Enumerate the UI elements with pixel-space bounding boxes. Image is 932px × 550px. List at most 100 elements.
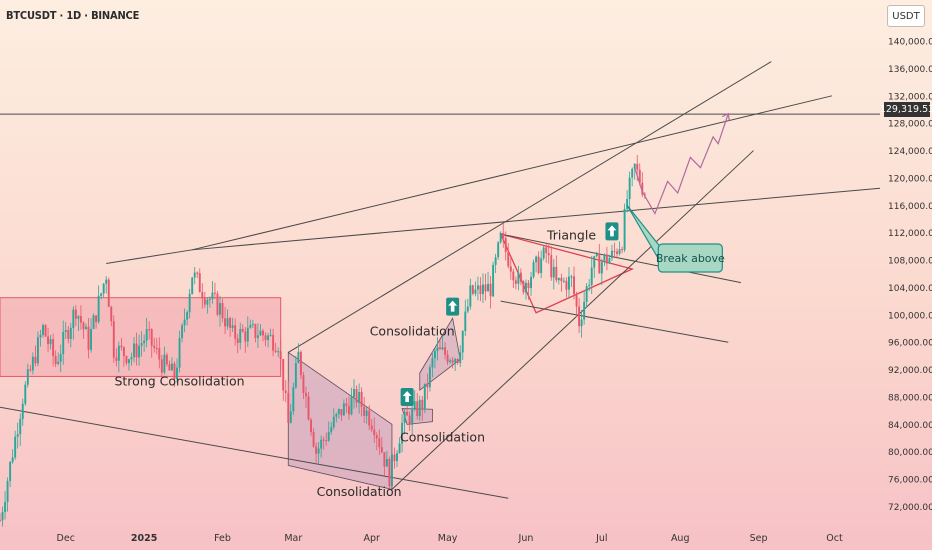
- candle-body: [216, 293, 219, 315]
- candle-body: [79, 316, 82, 323]
- candle-body: [610, 250, 613, 259]
- candle-body: [107, 279, 110, 307]
- candle-body: [631, 168, 634, 178]
- candle-body: [105, 279, 108, 284]
- annotation-label: Triangle: [546, 228, 596, 243]
- trendline: [500, 300, 729, 343]
- candle-body: [557, 277, 560, 281]
- candle-body: [608, 258, 611, 264]
- candle-body: [428, 367, 431, 388]
- x-tick-label: 2025: [131, 533, 157, 544]
- candle-body: [461, 331, 464, 353]
- candle-body: [476, 285, 479, 290]
- candle-body: [600, 262, 603, 274]
- candle-body: [605, 254, 608, 264]
- candle-body: [128, 359, 130, 364]
- candle-body: [456, 359, 459, 363]
- candle-body: [431, 358, 434, 368]
- candle-body: [517, 272, 520, 284]
- candle-body: [249, 324, 252, 328]
- candle-body: [272, 334, 275, 351]
- candle-body: [21, 403, 24, 419]
- candle-body: [178, 338, 181, 368]
- candle-body: [416, 401, 419, 417]
- candle-body: [527, 282, 530, 289]
- candle-body: [49, 339, 52, 345]
- y-tick-label: 84,000.00: [888, 421, 932, 431]
- candle-body: [497, 242, 500, 258]
- candle-body: [449, 360, 452, 363]
- candle-body: [62, 331, 65, 355]
- candle-body: [72, 309, 75, 328]
- candle-body: [337, 409, 340, 414]
- y-tick-label: 104,000.00: [888, 284, 932, 294]
- candle-body: [284, 390, 287, 393]
- candle-body: [616, 251, 618, 254]
- candle-body: [403, 411, 406, 423]
- candle-body: [82, 322, 85, 330]
- candle-body: [345, 403, 348, 407]
- x-tick-label: Aug: [671, 533, 690, 544]
- break-above-callout: Break above: [626, 204, 725, 273]
- trendline: [288, 61, 772, 353]
- candle-body: [312, 432, 315, 447]
- candle-body: [9, 461, 12, 482]
- candle-body: [487, 283, 490, 292]
- candle-body: [578, 306, 581, 327]
- candle-body: [262, 330, 264, 336]
- candle-body: [535, 256, 538, 263]
- candle-body: [193, 272, 196, 278]
- candle-body: [401, 422, 404, 444]
- candle-body: [34, 356, 37, 364]
- candle-body: [231, 325, 234, 329]
- candle-body: [555, 266, 558, 281]
- candle-body: [117, 345, 120, 361]
- candle-body: [244, 331, 247, 342]
- trendline: [192, 95, 833, 251]
- candle-body: [59, 354, 62, 362]
- candle-body: [31, 356, 34, 371]
- candle-body: [317, 448, 320, 454]
- candle-body: [44, 325, 47, 337]
- candle-body: [315, 446, 318, 454]
- candle-body: [145, 329, 148, 341]
- candle-body: [143, 340, 146, 344]
- candle-body: [163, 354, 166, 373]
- candle-body: [613, 250, 616, 252]
- candle-body: [633, 163, 636, 169]
- y-tick-label: 136,000.00: [888, 65, 932, 75]
- candle-body: [378, 438, 381, 448]
- candle-body: [348, 406, 350, 415]
- candle-body: [459, 352, 462, 363]
- candle-body: [451, 360, 454, 363]
- candle-body: [471, 285, 474, 294]
- candle-body: [186, 312, 189, 320]
- candle-body: [330, 427, 333, 433]
- candle-body: [368, 410, 371, 426]
- candle-body: [514, 280, 517, 284]
- candle-body: [226, 318, 229, 327]
- x-tick-label: Jul: [595, 533, 607, 544]
- annotation-label: Consolidation: [400, 429, 485, 444]
- candle-body: [408, 415, 411, 425]
- candle-body: [370, 425, 373, 430]
- candle-body: [251, 324, 254, 326]
- candle-body: [398, 443, 401, 454]
- candle-body: [85, 326, 87, 330]
- candle-body: [36, 337, 39, 364]
- candle-body: [479, 285, 482, 295]
- candle-body: [130, 357, 133, 360]
- candle-body: [621, 249, 624, 251]
- currency-button[interactable]: USDT: [887, 5, 925, 27]
- candle-body: [239, 329, 242, 343]
- candle-body: [560, 277, 563, 282]
- candle-body: [519, 272, 522, 282]
- y-tick-label: 112,000.00: [888, 229, 932, 239]
- candle-body: [623, 208, 626, 250]
- callout-label: Break above: [656, 252, 725, 265]
- candle-body: [532, 262, 535, 277]
- candle-body: [57, 361, 60, 364]
- candle-body: [140, 343, 143, 346]
- candle-body: [133, 343, 135, 358]
